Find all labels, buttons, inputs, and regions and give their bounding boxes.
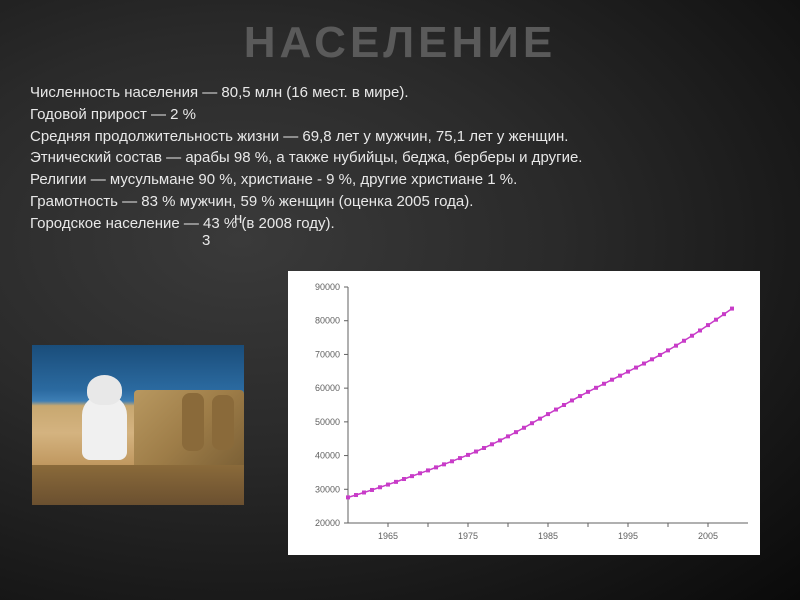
svg-text:1985: 1985 (538, 531, 558, 541)
svg-text:50000: 50000 (315, 417, 340, 427)
svg-text:70000: 70000 (315, 349, 340, 359)
svg-text:30000: 30000 (315, 484, 340, 494)
svg-text:1975: 1975 (458, 531, 478, 541)
slide-title: НАСЕЛЕНИЕ (244, 18, 557, 68)
p3: Средняя продолжительность жизни — 69,8 л… (30, 126, 770, 148)
slide-photo (32, 345, 244, 505)
population-chart: 20000 30000 40000 50000 60000 70000 80000 90000… (288, 271, 760, 555)
svg-text:90000: 90000 (315, 282, 340, 292)
svg-text:40000: 40000 (315, 451, 340, 461)
overlay-char: н (234, 210, 242, 227)
svg-text:20000: 20000 (315, 518, 340, 528)
svg-text:80000: 80000 (315, 316, 340, 326)
p7: Городское население — 43 % (в 2008 году)… (30, 213, 770, 235)
p2: Годовой прирост — 2 % (30, 104, 770, 126)
body-text: Численность населения — 80,5 млн (16 мес… (30, 82, 770, 234)
overlay-char: 3 (202, 232, 210, 249)
p1: Численность населения — 80,5 млн (16 мес… (30, 82, 770, 104)
p6: Грамотность — 83 % мужчин, 59 % женщин (… (30, 191, 770, 213)
svg-text:1965: 1965 (378, 531, 398, 541)
svg-text:2005: 2005 (698, 531, 718, 541)
p4: Этнический состав — арабы 98 %, а также … (30, 147, 770, 169)
chart-svg: 20000 30000 40000 50000 60000 70000 80000 90000… (288, 271, 760, 555)
svg-text:60000: 60000 (315, 383, 340, 393)
p5: Религии — мусульмане 90 %, христиане - 9… (30, 169, 770, 191)
svg-text:1995: 1995 (618, 531, 638, 541)
